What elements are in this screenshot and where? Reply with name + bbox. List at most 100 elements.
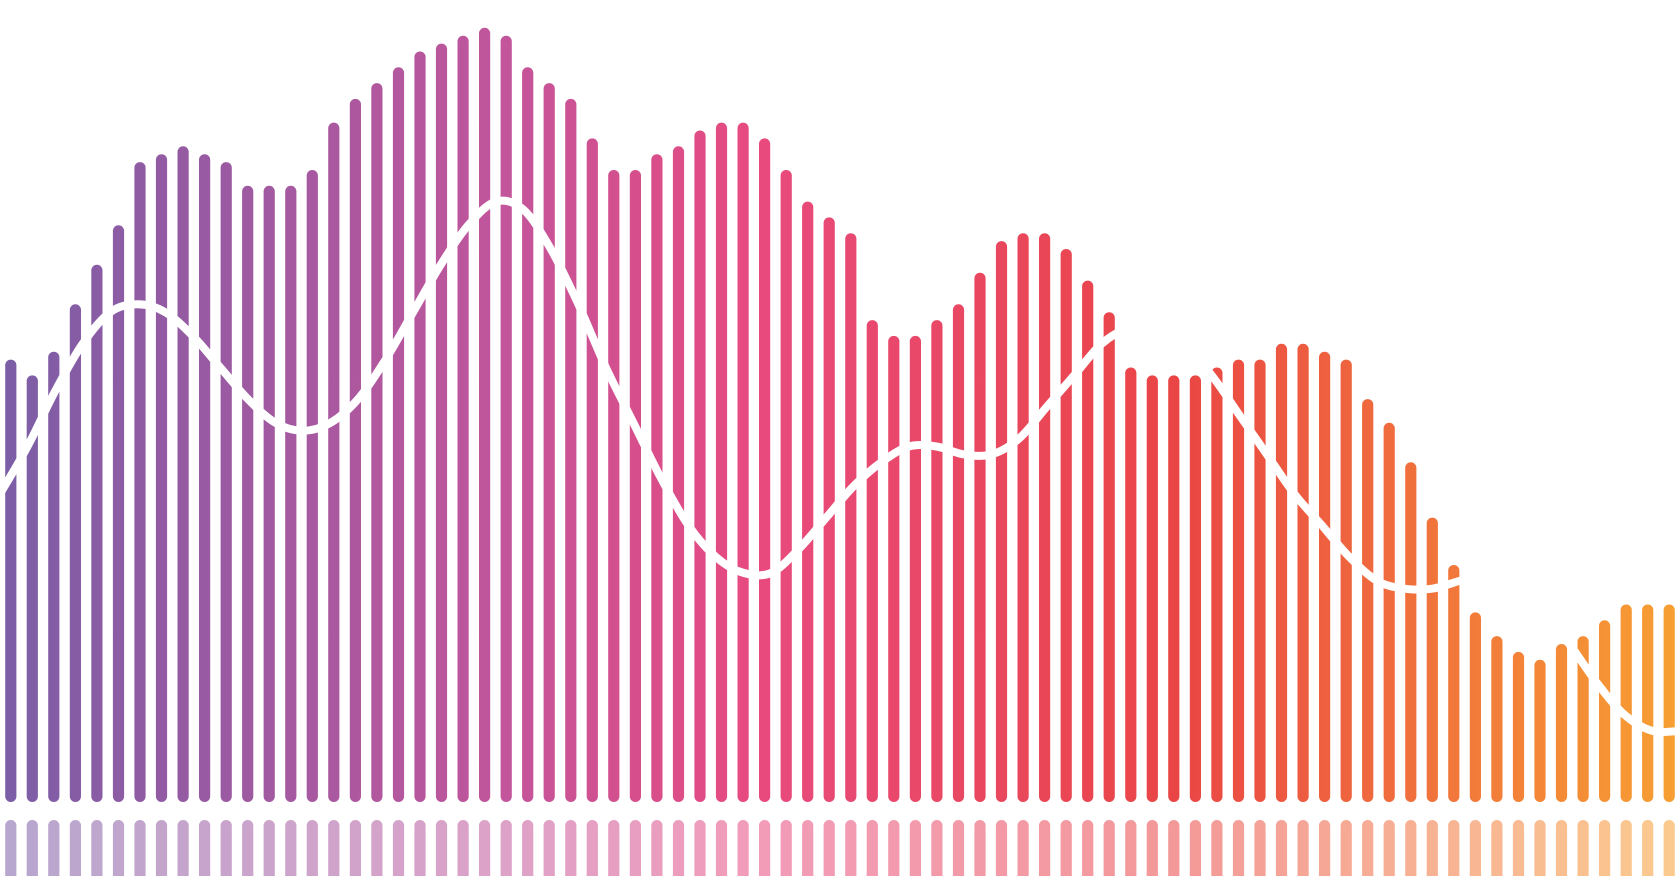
bar (1642, 604, 1654, 802)
bar (48, 351, 60, 802)
bar-reflection-mark (1469, 820, 1481, 876)
bar (328, 122, 340, 803)
bar-reflection-mark (1663, 820, 1675, 876)
bar-reflection-mark (1082, 820, 1094, 876)
bar-reflection-mark (1103, 820, 1115, 876)
bar-reflection-mark (263, 820, 275, 876)
bar (1082, 280, 1094, 803)
bar-reflection-mark (1319, 820, 1331, 876)
bar (1319, 351, 1331, 802)
bar-reflection-mark (1620, 820, 1632, 876)
bar-reflection-mark (1297, 820, 1309, 876)
bar (1211, 367, 1223, 802)
bar (995, 241, 1008, 803)
bar-reflection-mark (1189, 820, 1201, 876)
bar (177, 146, 189, 803)
bar-reflection-mark (1426, 820, 1438, 876)
bar (1405, 462, 1417, 802)
bar-reflection-mark (888, 820, 900, 876)
bar-reflection-mark (26, 820, 38, 876)
bar (1146, 375, 1158, 802)
bar-reflection-mark (1232, 820, 1245, 876)
bar (845, 233, 857, 802)
bar (263, 185, 275, 803)
bar (1103, 312, 1115, 802)
bar (586, 138, 598, 802)
bar-reflection-mark (371, 820, 383, 876)
bar (1491, 636, 1503, 802)
bar-reflection-mark (543, 820, 555, 876)
bar (1383, 422, 1395, 802)
bar-reflection-mark (1039, 820, 1051, 876)
bar (5, 359, 17, 802)
bar (694, 130, 706, 802)
bar (1663, 604, 1675, 802)
bar (543, 83, 555, 803)
bar-reflection-mark (349, 820, 361, 876)
bar (715, 122, 728, 803)
bar-reflection-mark (845, 820, 857, 876)
bar (909, 335, 921, 802)
bar (414, 51, 426, 802)
bar-reflection-mark (48, 820, 60, 876)
bar-reflection-mark (328, 820, 340, 876)
bar (1362, 399, 1374, 802)
bar (69, 304, 81, 802)
bar (155, 154, 168, 802)
bar (608, 170, 620, 802)
bar (737, 122, 749, 803)
bar-reflection-mark (1512, 820, 1525, 876)
bar-reflection-mark (1060, 820, 1072, 876)
bar-series (5, 27, 1675, 803)
bar-reflection-mark (759, 820, 771, 876)
bar (1297, 343, 1309, 802)
bar-reflection-mark (1254, 820, 1266, 876)
bar-reflection-mark (1211, 820, 1223, 876)
bar-reflection-mark (737, 820, 749, 876)
bar-reflection-mark (995, 820, 1008, 876)
bar-reflection-mark (414, 820, 426, 876)
bar (1599, 620, 1611, 802)
bar-reflection-mark (392, 820, 405, 876)
bar (242, 185, 254, 803)
bar (306, 170, 318, 802)
bar (1254, 359, 1266, 802)
bar (1039, 233, 1051, 802)
bar (888, 335, 900, 802)
bar-reflection-mark (1642, 820, 1654, 876)
bar (500, 35, 512, 802)
bar (1340, 359, 1352, 802)
bar (759, 138, 771, 802)
bar-reflection-mark (5, 820, 17, 876)
bar-reflection (5, 820, 1675, 876)
bar (1577, 636, 1589, 802)
bar (1275, 343, 1288, 802)
bar-reflection-mark (1017, 820, 1029, 876)
bar-reflection-mark (242, 820, 254, 876)
bar-reflection-mark (285, 820, 297, 876)
bar (1448, 565, 1460, 802)
bar (371, 83, 383, 803)
bar (1534, 659, 1546, 802)
bar-reflection-mark (974, 820, 986, 876)
bar-reflection-mark (694, 820, 706, 876)
bar (435, 43, 448, 803)
bar (1189, 375, 1201, 802)
bar (1232, 359, 1245, 802)
bar-reflection-mark (866, 820, 878, 876)
bar-reflection-mark (1491, 820, 1503, 876)
bar-reflection-mark (608, 820, 620, 876)
bar (1168, 375, 1180, 802)
bar-reflection-mark (565, 820, 577, 876)
bar-reflection-mark (69, 820, 81, 876)
bar-reflection-mark (1555, 820, 1568, 876)
bar-reflection-mark (1599, 820, 1611, 876)
bar (866, 320, 878, 802)
bar-reflection-mark (1383, 820, 1395, 876)
bar-reflection-mark (1340, 820, 1352, 876)
bar (26, 375, 38, 802)
bar (1125, 367, 1137, 802)
bar-reflection-mark (177, 820, 189, 876)
bar-reflection-mark (457, 820, 469, 876)
